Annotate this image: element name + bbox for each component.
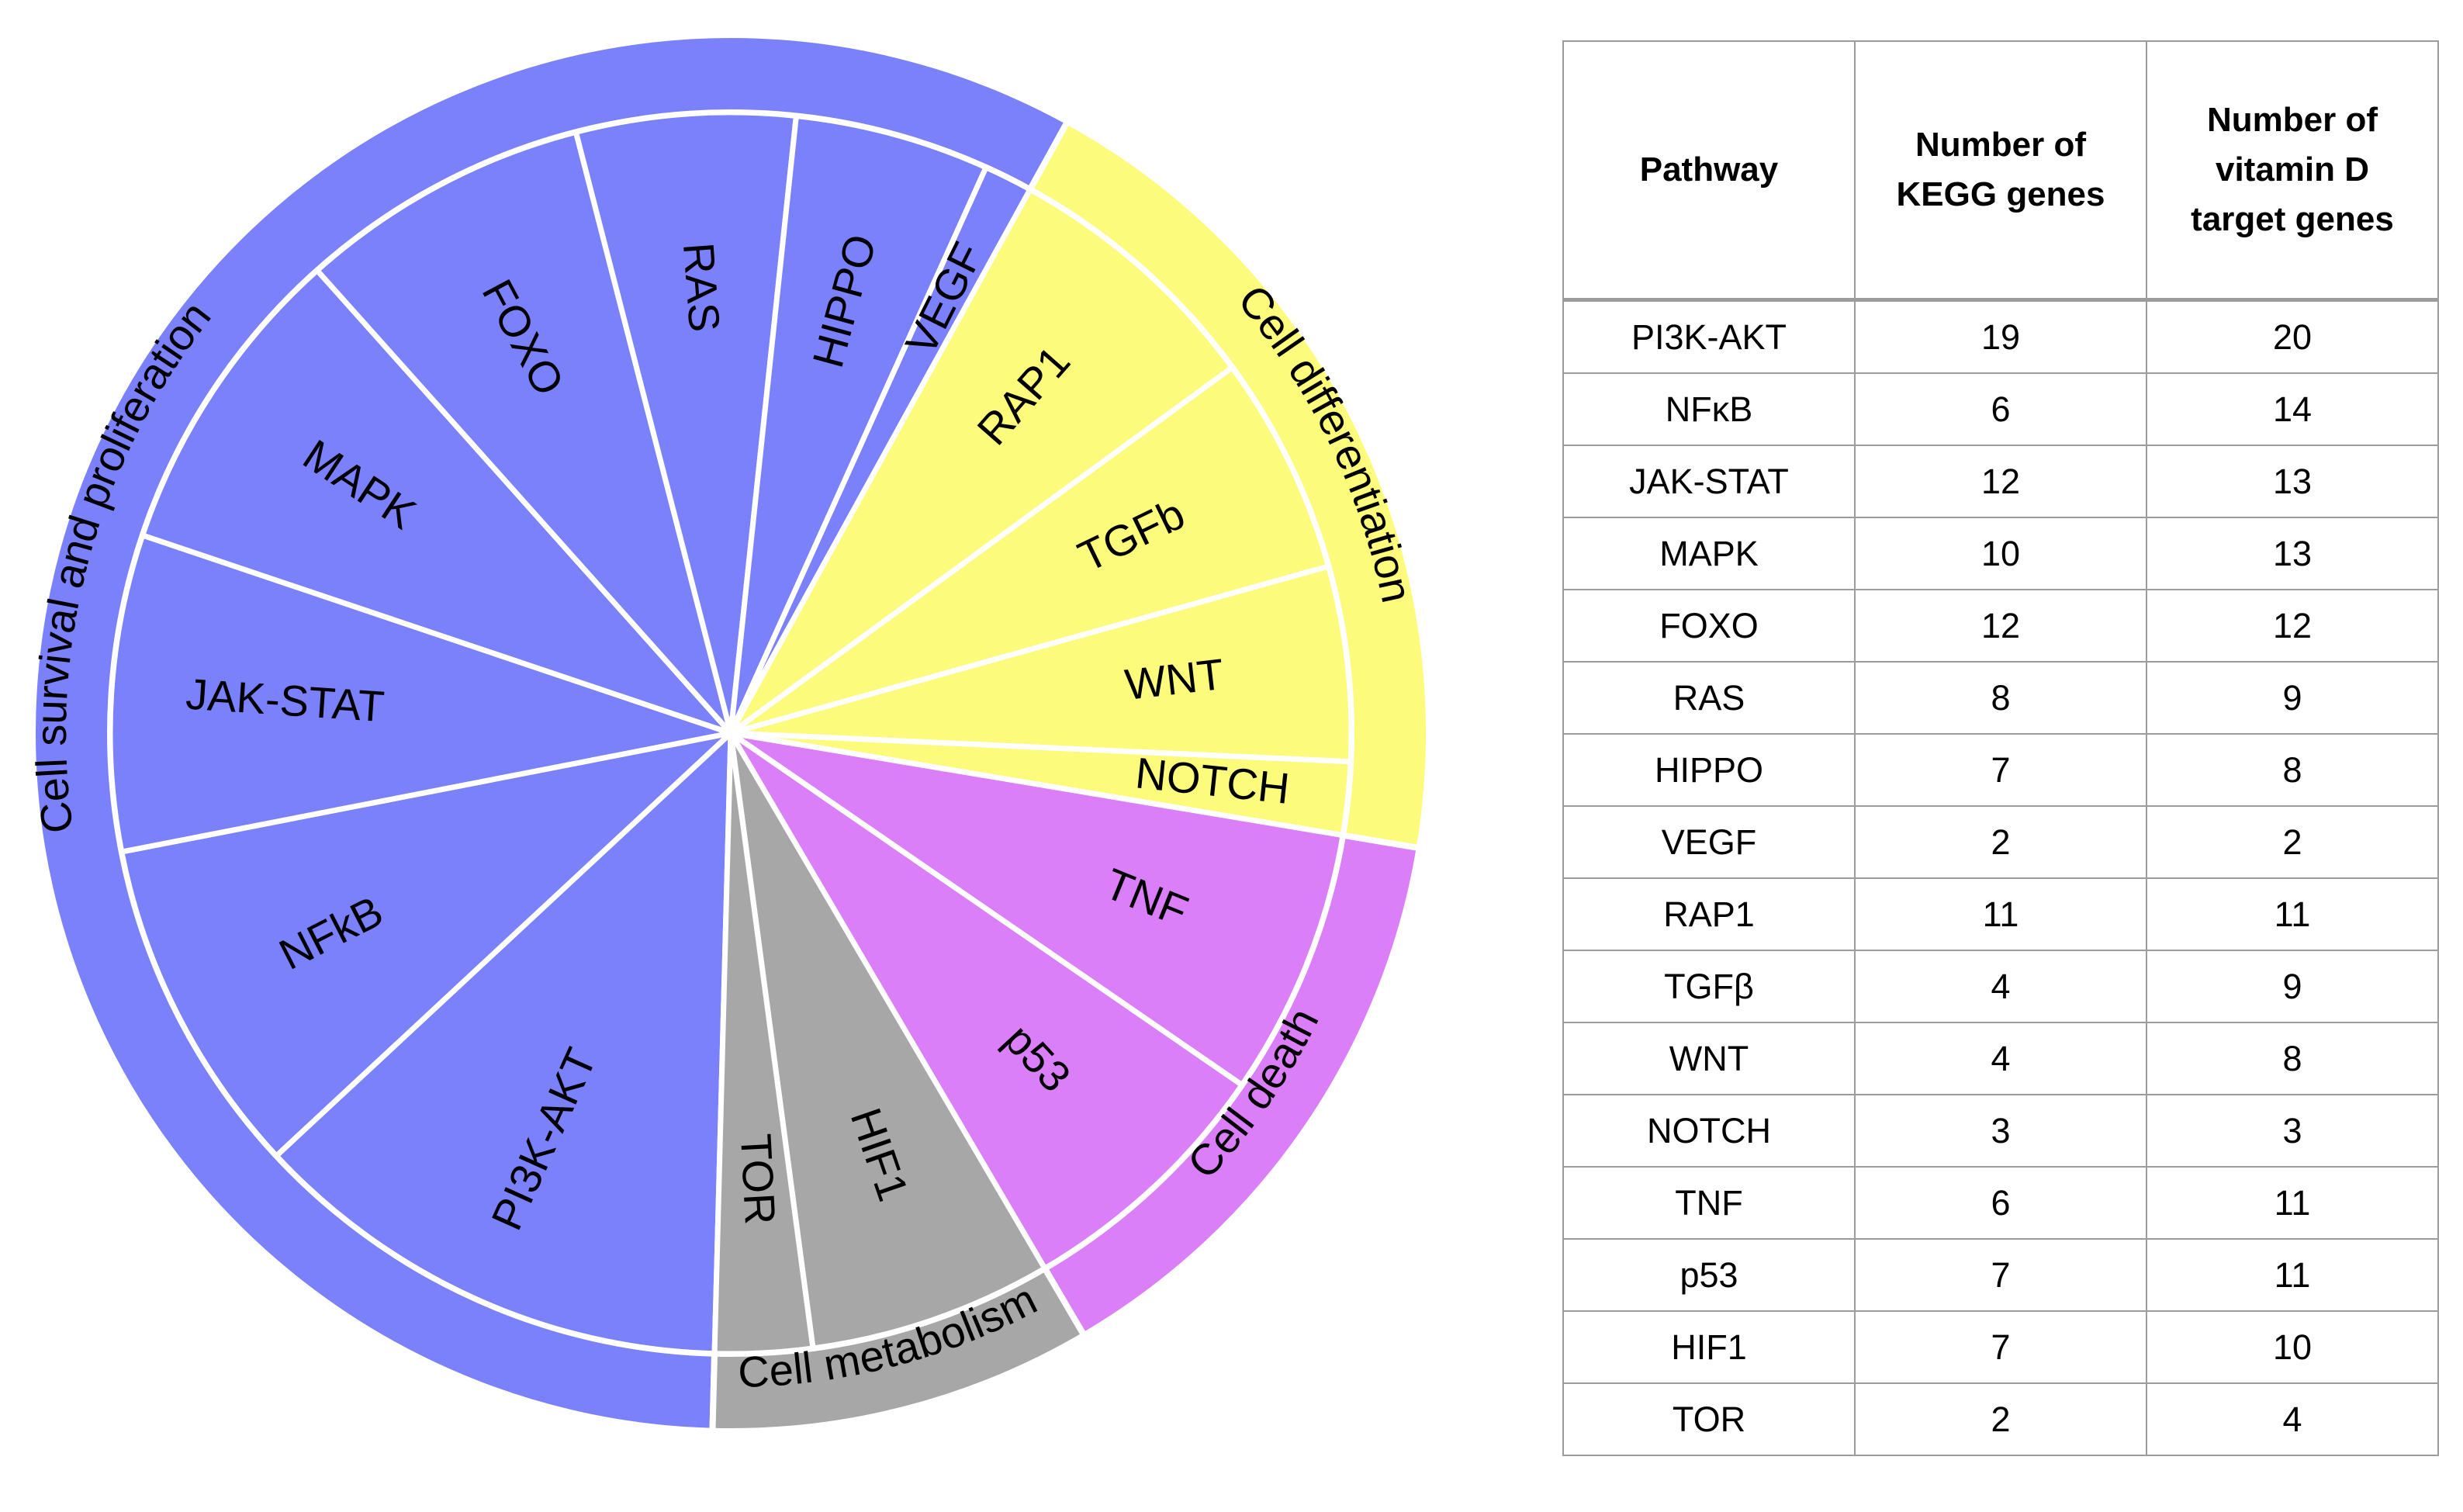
table-row: MAPK 10 13 [1562, 517, 2439, 590]
cell-vitamin-d-genes: 8 [2146, 1022, 2439, 1095]
header-text-line: KEGG genes [1896, 175, 2105, 213]
cell-vitamin-d-genes: 9 [2146, 661, 2439, 735]
cell-kegg-genes: 2 [1854, 805, 2147, 879]
table-row: RAP1 11 11 [1562, 877, 2439, 951]
slice-mapk [140, 268, 734, 736]
cell-vitamin-d-genes: 14 [2146, 372, 2439, 446]
cell-pathway: VEGF [1562, 805, 1856, 879]
header-text-line: target genes [2191, 200, 2394, 238]
table-row: NOTCH 3 3 [1562, 1094, 2439, 1168]
header-vitamin-d-genes: Number of vitamin D target genes [2146, 40, 2439, 302]
cell-vitamin-d-genes: 12 [2146, 589, 2439, 663]
cell-pathway: WNT [1562, 1022, 1856, 1095]
header-text-line: vitamin D [2215, 151, 2370, 189]
slice-wnt [728, 563, 1354, 765]
table-row: PI3K-AKT 19 20 [1562, 299, 2439, 374]
cell-kegg-genes: 4 [1854, 1022, 2147, 1095]
slice-p53 [728, 730, 1245, 1272]
cell-pathway: NFκB [1562, 372, 1856, 446]
cell-kegg-genes: 12 [1854, 589, 2147, 663]
slice-hif1 [728, 730, 1048, 1351]
table-header-row: Pathway Number of KEGG genes Number of vit… [1562, 40, 2439, 302]
cell-pathway: TGFβ [1562, 950, 1856, 1023]
slice-foxo [314, 129, 734, 736]
table-row: FOXO 12 12 [1562, 589, 2439, 663]
header-text-line: Number of [2207, 101, 2378, 139]
cell-pathway: HIPPO [1562, 733, 1856, 807]
cell-kegg-genes: 6 [1854, 372, 2147, 446]
table-row: TGFβ 4 9 [1562, 950, 2439, 1023]
pathway-slices [107, 109, 1354, 1357]
cell-vitamin-d-genes: 9 [2146, 950, 2439, 1023]
cell-pathway: FOXO [1562, 589, 1856, 663]
table-row: p53 7 11 [1562, 1238, 2439, 1312]
slice-tnf [728, 730, 1346, 1088]
cell-kegg-genes: 2 [1854, 1382, 2147, 1456]
header-text-line: Pathway [1639, 151, 1779, 189]
slice-tor [711, 730, 816, 1357]
cell-kegg-genes: 11 [1854, 877, 2147, 951]
cell-kegg-genes: 6 [1854, 1166, 2147, 1240]
slice-pi3k-akt [273, 730, 734, 1357]
slice-label-tor: TOR [732, 1133, 785, 1226]
category-ring [29, 32, 1432, 1434]
slice-rap1 [728, 186, 1235, 736]
cell-pathway: MAPK [1562, 517, 1856, 590]
cell-vitamin-d-genes: 11 [2146, 877, 2439, 951]
cell-pathway: RAS [1562, 661, 1856, 735]
header-kegg-genes: Number of KEGG genes [1854, 40, 2147, 302]
cell-pathway: NOTCH [1562, 1094, 1856, 1168]
table-row: VEGF 2 2 [1562, 805, 2439, 879]
table-row: TOR 2 4 [1562, 1382, 2439, 1456]
table-row: HIPPO 7 8 [1562, 733, 2439, 807]
header-text-line: Number of [1915, 126, 2086, 164]
cell-kegg-genes: 7 [1854, 1310, 2147, 1384]
cell-kegg-genes: 7 [1854, 733, 2147, 807]
cell-kegg-genes: 12 [1854, 445, 2147, 518]
slice-ras [573, 109, 799, 736]
cell-pathway: p53 [1562, 1238, 1856, 1312]
slice-label-wnt: WNT [1123, 649, 1226, 709]
slice-jak-stat [107, 532, 734, 855]
cell-vitamin-d-genes: 11 [2146, 1238, 2439, 1312]
slice-label-ras: RAS [674, 240, 729, 333]
header-pathway: Pathway [1562, 40, 1856, 302]
cell-pathway: RAP1 [1562, 877, 1856, 951]
cell-pathway: HIF1 [1562, 1310, 1856, 1384]
table-row: TNF 6 11 [1562, 1166, 2439, 1240]
cell-vitamin-d-genes: 8 [2146, 733, 2439, 807]
cell-pathway: JAK-STAT [1562, 445, 1856, 518]
cell-pathway: TOR [1562, 1382, 1856, 1456]
slice-hippo [728, 112, 989, 736]
cell-kegg-genes: 8 [1854, 661, 2147, 735]
table-row: WNT 4 8 [1562, 1022, 2439, 1095]
cell-kegg-genes: 19 [1854, 299, 2147, 374]
cell-kegg-genes: 3 [1854, 1094, 2147, 1168]
pathway-gene-table: Pathway Number of KEGG genes Number of vit… [1562, 40, 2439, 1456]
cell-kegg-genes: 7 [1854, 1238, 2147, 1312]
cell-vitamin-d-genes: 4 [2146, 1382, 2439, 1456]
slice-tgfb [728, 365, 1332, 736]
cell-vitamin-d-genes: 20 [2146, 299, 2439, 374]
cell-vitamin-d-genes: 2 [2146, 805, 2439, 879]
cell-kegg-genes: 4 [1854, 950, 2147, 1023]
cell-pathway: TNF [1562, 1166, 1856, 1240]
table-row: NFκB 6 14 [1562, 372, 2439, 446]
cell-vitamin-d-genes: 3 [2146, 1094, 2439, 1168]
cell-kegg-genes: 10 [1854, 517, 2147, 590]
cell-pathway: PI3K-AKT [1562, 299, 1856, 374]
cell-vitamin-d-genes: 13 [2146, 517, 2439, 590]
table-row: RAS 8 9 [1562, 661, 2439, 735]
cell-vitamin-d-genes: 10 [2146, 1310, 2439, 1384]
cell-vitamin-d-genes: 13 [2146, 445, 2439, 518]
table-row: JAK-STAT 12 13 [1562, 445, 2439, 518]
slice-nfkb [119, 730, 734, 1159]
table-row: HIF1 7 10 [1562, 1310, 2439, 1384]
cell-vitamin-d-genes: 11 [2146, 1166, 2439, 1240]
